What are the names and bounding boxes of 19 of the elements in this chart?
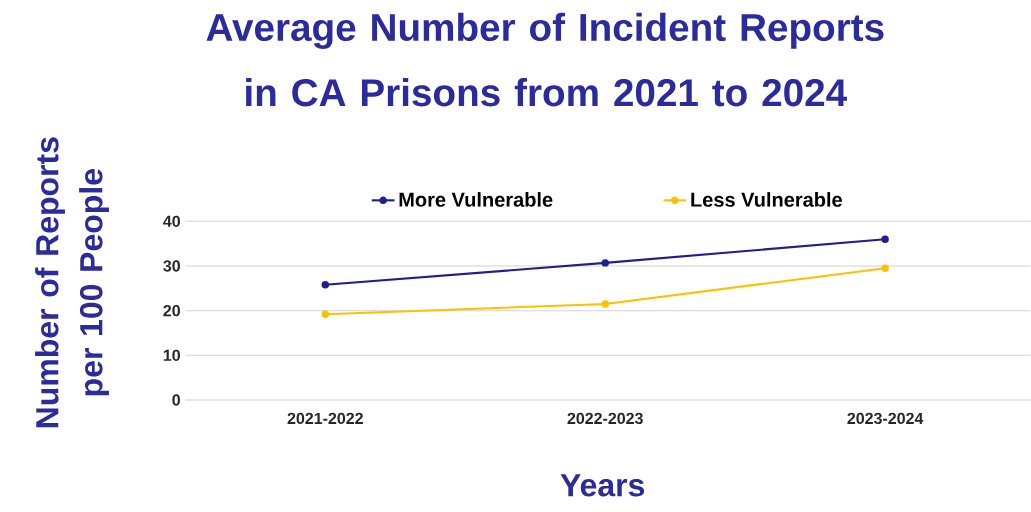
x-tick-label: 2021-2022 xyxy=(287,412,363,425)
x-tick-label: 2022-2023 xyxy=(567,412,643,425)
point xyxy=(601,259,609,267)
y-axis-title: Number of Reports per 100 People xyxy=(35,137,109,428)
x-tick-label: 2023-2024 xyxy=(847,412,924,425)
point xyxy=(601,300,609,308)
x-axis-title: Years xyxy=(560,474,645,497)
point xyxy=(321,310,330,318)
legend-label: Less Vulnerable xyxy=(691,192,842,207)
y-tick-label: 10 xyxy=(163,349,180,361)
point xyxy=(321,281,330,289)
point xyxy=(881,264,889,272)
chart-title: Average Number of Incident Reports in CA Prisons from 2021 to 2024 xyxy=(206,12,884,107)
y-tick-label: 0 xyxy=(172,394,180,406)
point xyxy=(881,235,889,243)
y-tick-label: 30 xyxy=(163,260,180,272)
y-tick-label: 40 xyxy=(163,215,180,227)
legend-label: More Vulnerable xyxy=(399,192,553,207)
y-tick-label: 20 xyxy=(163,305,180,317)
